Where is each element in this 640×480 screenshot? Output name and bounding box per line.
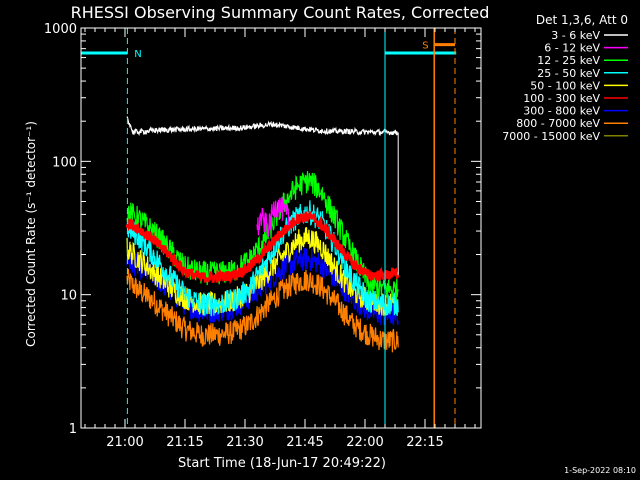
series-line-6-12-kev	[256, 197, 290, 238]
night-label: N	[134, 49, 141, 60]
y-tick-label: 100	[52, 155, 77, 170]
legend-label: 7000 - 15000 keV	[502, 130, 600, 143]
plot-frame	[80, 27, 482, 429]
axes: 1 10 100 1000 21:00 21:15 21:30 21:45 22:00 22:15	[44, 22, 482, 450]
legend-header: Det 1,3,6, Att 0	[536, 13, 628, 27]
saa-label: S	[422, 41, 428, 52]
x-tick-label: 21:15	[166, 435, 203, 450]
x-tick-label: 21:30	[226, 435, 263, 450]
y-tick-label: 1000	[44, 22, 77, 37]
y-tick-label: 10	[60, 289, 77, 304]
legend-label: 6 - 12 keV	[544, 42, 600, 55]
series-line-800-7000-kev	[126, 268, 399, 353]
x-tick-label: 22:15	[406, 435, 443, 450]
chart-title: RHESSI Observing Summary Count Rates, Co…	[71, 3, 490, 22]
legend-label: 50 - 100 keV	[530, 79, 600, 92]
y-axis-label: Corrected Count Rate (s⁻¹ detector⁻¹)	[24, 121, 38, 347]
legend-label: 100 - 300 keV	[523, 92, 600, 105]
legend-label: 300 - 800 keV	[523, 105, 600, 118]
y-tick-label: 1	[69, 422, 77, 437]
legend-label: 25 - 50 keV	[537, 67, 600, 80]
series-line-25-50-kev	[126, 200, 399, 317]
legend-label: 800 - 7000 keV	[516, 117, 600, 130]
legend-label: 12 - 25 keV	[537, 54, 600, 67]
x-tick-label: 21:00	[106, 435, 143, 450]
series-line-3-6-kev	[126, 116, 399, 137]
series-line-100-300-kev	[125, 211, 400, 285]
footer-date: 1-Sep-2022 08:10	[564, 466, 636, 475]
x-tick-label: 22:00	[346, 435, 383, 450]
x-tick-label: 21:45	[286, 435, 323, 450]
plot-area: NS	[81, 28, 457, 428]
x-axis-label: Start Time (18-Jun-17 20:49:22)	[178, 456, 386, 471]
legend-label: 3 - 6 keV	[551, 29, 600, 42]
